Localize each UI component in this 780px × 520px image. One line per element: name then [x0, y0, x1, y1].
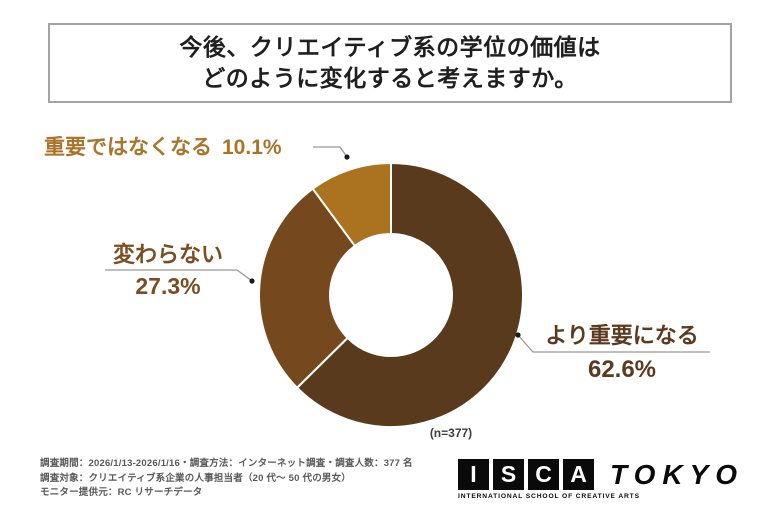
survey-note-monitor: モニター提供元：RC リサーチデータ [40, 487, 203, 498]
logo-letter-s: S [500, 461, 517, 487]
logo-row: I S C A TOKYO [458, 459, 744, 490]
survey-note-target: 調査対象：クリエイティブ系企業の人事担当者（20 代〜 50 代の男女） [40, 472, 351, 484]
donut-segments [258, 162, 525, 428]
logo-square-c: C [528, 459, 559, 490]
question-title-line1: 今後、クリエイティブ系の学位の価値は [179, 34, 601, 60]
isca-tokyo-logo: I S C A TOKYO INTERNATIONAL SCHOOL OF CR… [458, 459, 744, 500]
leader-lines [105, 146, 710, 353]
callout-decrease-percent: 10.1% [222, 136, 282, 159]
callout-increase-label: より重要になる [545, 323, 699, 348]
survey-notes: 調査期間：2026/1/13-2026/1/16・調査方法：インターネット調査・… [40, 457, 413, 501]
survey-note-period: 調査期間：2026/1/13-2026/1/16・調査方法：インターネット調査・… [40, 458, 413, 469]
donut-segment [258, 187, 356, 389]
leader-dots [249, 154, 521, 338]
logo-square-s: S [493, 459, 524, 490]
leader-line-unchanged [105, 269, 253, 282]
logo-letter-c: C [535, 461, 552, 487]
donut-segment [296, 162, 525, 428]
callout-decrease-label: 重要ではなくなる [44, 136, 212, 159]
callout-unchanged-percent: 27.3% [135, 273, 201, 299]
logo-letter-a: A [570, 461, 587, 487]
logo-square-a: A [563, 459, 594, 490]
leader-dot-unchanged [249, 278, 255, 284]
question-title-line2: どのように変化すると考えますか。 [202, 65, 578, 91]
logo-subtitle: INTERNATIONAL SCHOOL OF CREATIVE ARTS [458, 493, 640, 500]
callout-unchanged-label: 変わらない [112, 242, 223, 267]
logo-square-i: I [458, 459, 489, 490]
leader-dot-decrease [344, 154, 350, 160]
leader-line-decrease [313, 146, 348, 158]
logo-wordmark: TOKYO [610, 459, 745, 490]
callout-decrease: 重要ではなくなる 10.1% [44, 131, 282, 161]
logo-letter-i: I [470, 461, 477, 487]
leader-dot-increase [515, 332, 521, 338]
question-title-box: 今後、クリエイティブ系の学位の価値は どのように変化すると考えますか。 [48, 23, 732, 103]
sample-size-label: (n=377) [429, 426, 473, 440]
callout-increase-percent: 62.6% [587, 356, 657, 383]
donut-segment [311, 162, 392, 247]
leader-line-increase [517, 334, 710, 353]
